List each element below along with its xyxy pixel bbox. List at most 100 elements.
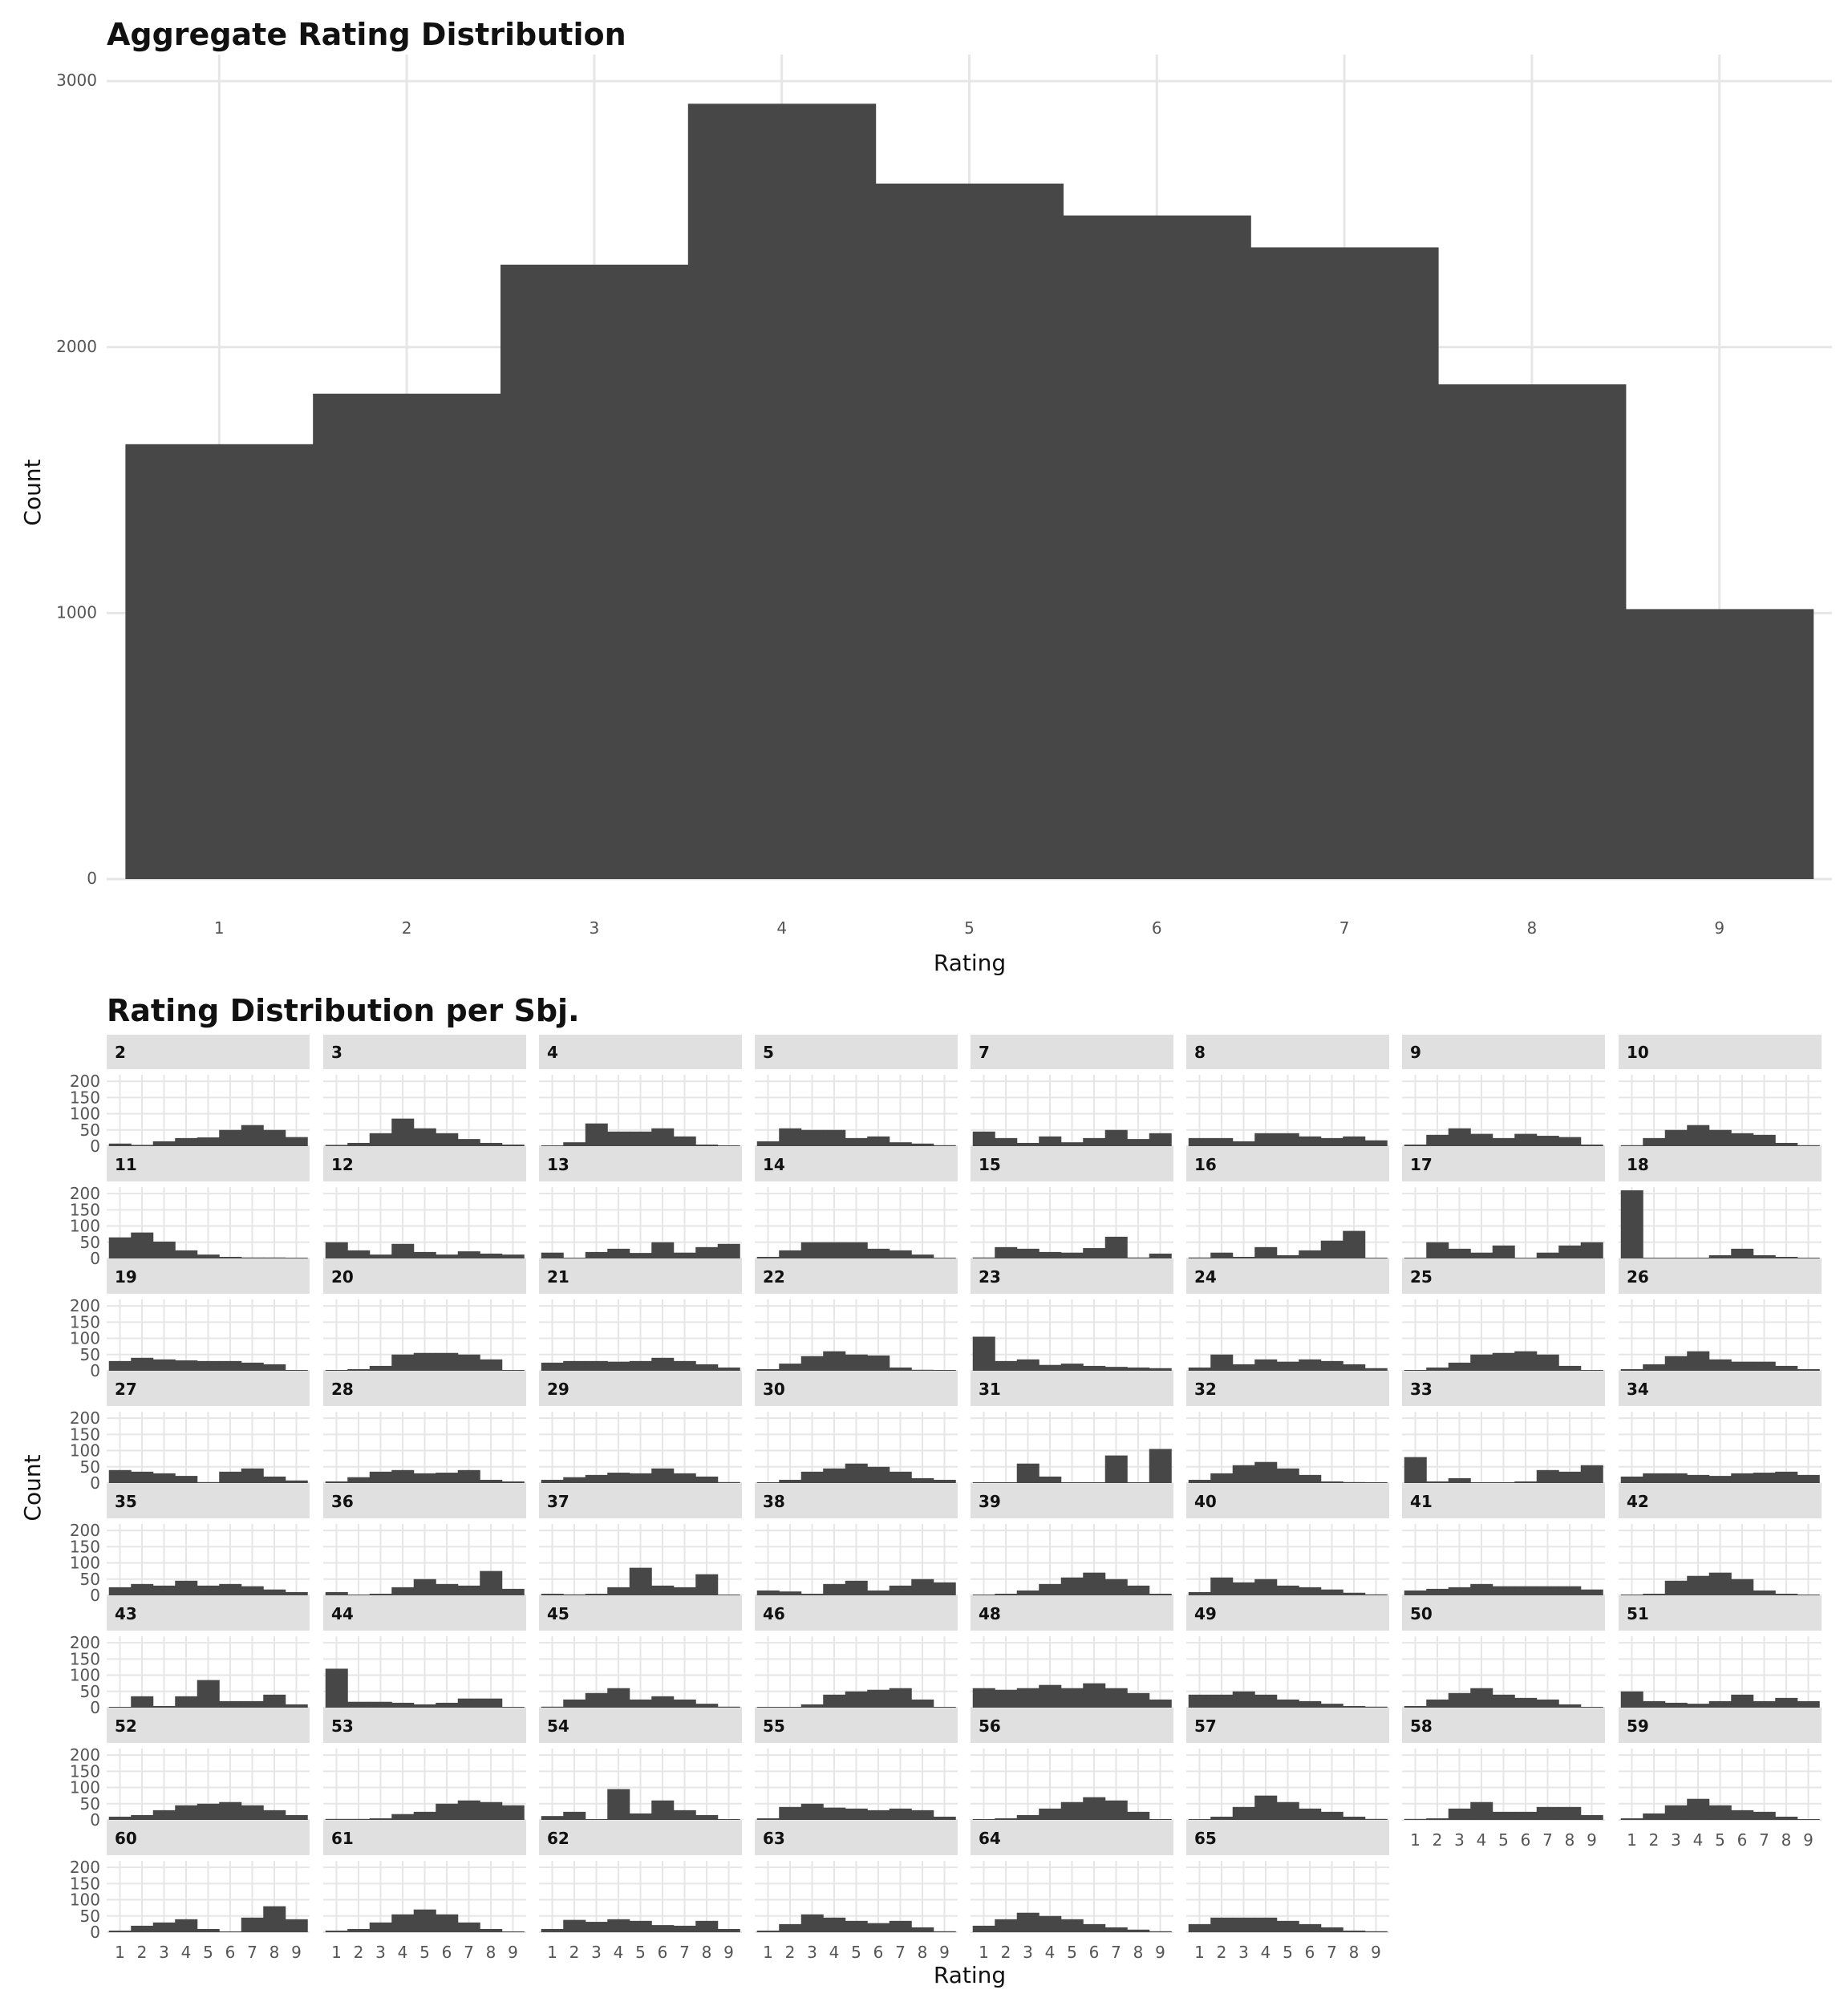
facet-y-tick-label: 200 [70, 1633, 100, 1652]
facet-bar [1104, 1800, 1128, 1820]
facet-x-tick-label: 6 [1521, 1830, 1531, 1850]
facet-bar [1016, 1142, 1040, 1146]
facet-bar [436, 1133, 459, 1146]
facet-bar [219, 1801, 242, 1820]
facet-bar [1470, 1133, 1493, 1146]
facet-bar [1320, 1704, 1343, 1708]
facet-y-tick-label: 0 [90, 1586, 100, 1605]
facet-bar [325, 1930, 348, 1932]
facet-bar [1620, 1368, 1643, 1371]
facet-bar [1276, 1133, 1299, 1146]
facet-bar [1299, 1136, 1322, 1146]
facet-strip-label: 52 [115, 1716, 137, 1736]
facet-bar [1149, 1368, 1172, 1371]
facet-bar [1536, 1806, 1559, 1820]
facet-strip-label: 57 [1194, 1716, 1217, 1736]
facet-strip [971, 1147, 1173, 1181]
facet-y-tick-label: 200 [70, 1858, 100, 1877]
facet-bar [845, 1580, 868, 1595]
facet-y-tick-label: 150 [70, 1874, 100, 1893]
facet-x-tick-label: 1 [1627, 1830, 1637, 1850]
facet-strip [971, 1708, 1173, 1743]
facet-bar [1426, 1699, 1449, 1708]
facet-y-tick-label: 100 [70, 1217, 100, 1236]
facet-strip [107, 1259, 310, 1294]
facet-y-tick-label: 150 [70, 1200, 100, 1219]
facet-bar [369, 1471, 392, 1483]
facet-bar [457, 1139, 480, 1146]
facet-bar [1254, 1917, 1278, 1932]
facet-bar [1210, 1577, 1234, 1595]
facet-y-tick-label: 200 [70, 1184, 100, 1203]
facet-strip [755, 1035, 958, 1069]
facet-bar [152, 1359, 176, 1371]
aggregate-y-tick-label: 2000 [56, 337, 97, 356]
facet-bar [1232, 1141, 1255, 1146]
facet-strip-label: 63 [763, 1829, 785, 1848]
facet-x-tick-label: 4 [1261, 1943, 1271, 1962]
aggregate-x-tick-label: 5 [964, 918, 975, 938]
facet-strip [107, 1372, 310, 1406]
facet-bar [1664, 1473, 1688, 1483]
facet-bar [845, 1463, 868, 1483]
facet-bar [563, 1142, 586, 1146]
facet-bar [585, 1360, 608, 1371]
facet-strip-label: 65 [1194, 1829, 1217, 1848]
facet-bar [1664, 1702, 1688, 1708]
facet-bar [717, 1243, 740, 1258]
facet-strip [1402, 1372, 1605, 1406]
facet-bar [1149, 1253, 1172, 1258]
facet-bar [325, 1242, 348, 1258]
facet-bar [108, 1469, 132, 1483]
facet-bar [867, 1136, 890, 1146]
facet-bar [1016, 1590, 1040, 1595]
facet-bar [1016, 1814, 1040, 1820]
facet-bar [241, 1468, 264, 1483]
facet-x-tick-label: 7 [464, 1943, 474, 1962]
facet-bar [325, 1481, 348, 1483]
facet-strip [107, 1147, 310, 1181]
facet-y-tick-label: 100 [70, 1104, 100, 1124]
facet-bar [1188, 1819, 1211, 1820]
facet-bar [779, 1128, 802, 1146]
facet-strip-label: 42 [1627, 1492, 1649, 1511]
facet-bar [695, 1704, 719, 1708]
facet-y-tick-label: 200 [70, 1521, 100, 1540]
facet-y-tick-label: 0 [90, 1137, 100, 1156]
facet-bar [1343, 1481, 1366, 1483]
facet-x-tick-label: 2 [785, 1943, 796, 1962]
facet-bar [1620, 1476, 1643, 1483]
facet-bar [1232, 1582, 1255, 1595]
aggregate-x-tick-label: 1 [214, 918, 225, 938]
facet-bar [1448, 1692, 1471, 1708]
facet-bar [1753, 1134, 1776, 1146]
facet-bar [1708, 1805, 1732, 1820]
facet-strip-label: 37 [547, 1492, 569, 1511]
facet-x-tick-label: 8 [1133, 1943, 1144, 1962]
facet-bar [800, 1129, 824, 1146]
facet-bar [1426, 1134, 1449, 1146]
facet-bar [391, 1469, 415, 1483]
facet-bar [1558, 1471, 1582, 1483]
facet-bar [1364, 1818, 1388, 1820]
facet-bar [800, 1803, 824, 1820]
facet-bar [480, 1801, 503, 1820]
facet-bar [413, 1473, 436, 1483]
facet-x-tick-label: 9 [291, 1943, 302, 1962]
facet-bar [563, 1360, 586, 1371]
facet-bar [1364, 1931, 1388, 1932]
facet-bar [607, 1248, 630, 1258]
facet-bar [197, 1254, 220, 1258]
facet-bar [1470, 1688, 1493, 1708]
facet-bar [1775, 1816, 1798, 1820]
facet-y-tick-label: 50 [80, 1682, 100, 1701]
facet-bar [436, 1352, 459, 1371]
facet-bar [756, 1818, 780, 1820]
facet-bar [1580, 1707, 1603, 1708]
facet-y-tick-label: 0 [90, 1361, 100, 1380]
facet-bar [607, 1919, 630, 1932]
facet-bar [347, 1477, 371, 1483]
facet-strip [1186, 1035, 1389, 1069]
